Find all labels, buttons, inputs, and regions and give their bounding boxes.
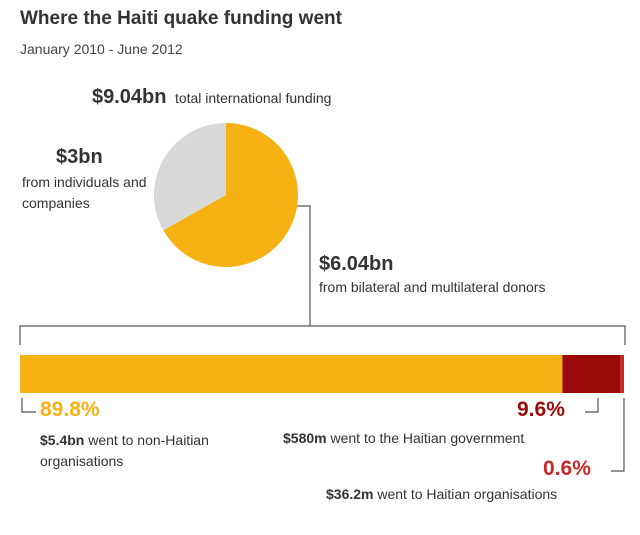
chart-subtitle: January 2010 - June 2012 bbox=[20, 41, 183, 57]
individuals-label: from individuals and companies bbox=[22, 174, 147, 211]
non-haitian-percent: 89.8% bbox=[40, 398, 100, 421]
bar-segment-non-haitian bbox=[20, 355, 563, 393]
haitian-orgs-amount: $36.2m bbox=[326, 486, 374, 502]
pie-slice-donors bbox=[163, 123, 298, 267]
government-label: $580m went to the Haitian government bbox=[283, 430, 524, 446]
donors-label: from bilateral and multilateral donors bbox=[319, 279, 546, 295]
bracket-government bbox=[585, 398, 599, 413]
non-haitian-label: $5.4bn went to non-Haitian organisations bbox=[40, 430, 270, 472]
haitian-orgs-percent: 0.6% bbox=[543, 457, 591, 480]
haitian-orgs-label: $36.2m went to Haitian organisations bbox=[326, 486, 557, 502]
government-percent: 9.6% bbox=[517, 398, 565, 421]
bar-segment-government bbox=[562, 355, 621, 393]
non-haitian-text: went to non-Haitian organisations bbox=[40, 432, 209, 469]
total-funding-text: total international funding bbox=[174, 90, 332, 106]
pie-slice-individuals bbox=[154, 122, 226, 231]
total-funding-value: $9.04bn bbox=[92, 86, 167, 108]
bracket-non-haitian bbox=[21, 398, 36, 413]
pie-chart bbox=[154, 122, 298, 267]
bracket-haitian-orgs bbox=[611, 398, 625, 472]
connector-donors-to-bar bbox=[297, 205, 311, 326]
non-haitian-amount: $5.4bn bbox=[40, 432, 85, 448]
bar-segment-haitian-orgs bbox=[620, 355, 624, 393]
chart-title: Where the Haiti quake funding went bbox=[20, 8, 342, 29]
donors-value: $6.04bn bbox=[319, 253, 394, 275]
total-funding-label: $9.04bn total international funding bbox=[92, 86, 331, 109]
bar-bracket bbox=[19, 325, 626, 345]
stacked-bar-chart bbox=[20, 355, 624, 393]
haitian-orgs-text: went to Haitian organisations bbox=[377, 486, 558, 502]
government-amount: $580m bbox=[283, 430, 327, 446]
individuals-value: $3bn bbox=[56, 146, 103, 168]
government-text: went to the Haitian government bbox=[330, 430, 525, 446]
connector-lines bbox=[19, 205, 626, 472]
